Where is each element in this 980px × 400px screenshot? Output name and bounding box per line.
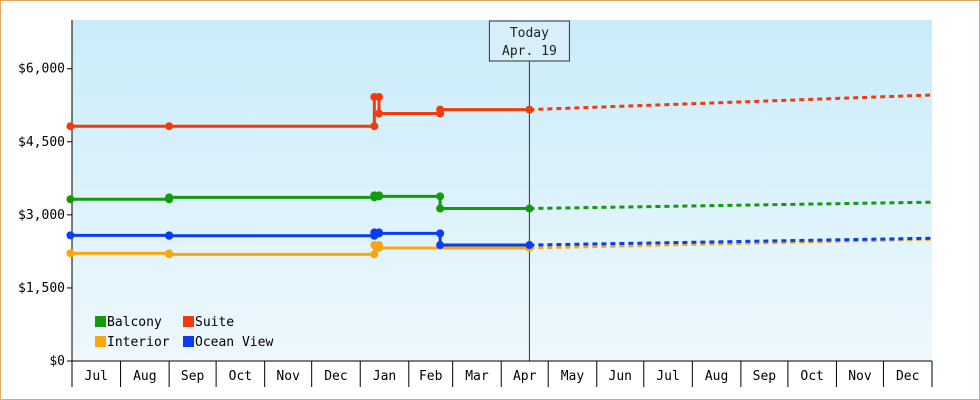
x-tick-label: Oct	[800, 369, 823, 384]
data-point-suite	[436, 105, 445, 114]
data-point-ocean-view	[375, 229, 384, 238]
y-tick-label: $0	[49, 354, 65, 369]
x-tick-label: Jul	[656, 369, 679, 384]
x-tick-label: Apr	[513, 369, 537, 384]
y-tick-label: $1,500	[18, 281, 65, 296]
x-tick-label: Sep	[181, 369, 205, 384]
data-point-suite	[525, 105, 534, 114]
data-point-balcony	[165, 193, 174, 202]
data-point-ocean-view	[66, 231, 75, 240]
x-tick-label: Feb	[419, 369, 443, 384]
legend-label-balcony: Balcony	[107, 315, 162, 330]
x-tick-label: Nov	[848, 369, 872, 384]
data-point-interior	[165, 250, 174, 259]
data-point-suite	[66, 122, 75, 131]
data-point-balcony	[525, 204, 534, 213]
y-tick-label: $4,500	[18, 135, 65, 150]
legend-swatch-suite	[183, 316, 194, 327]
data-point-ocean-view	[165, 231, 174, 240]
legend-swatch-balcony	[95, 316, 106, 327]
legend-swatch-ocean-view	[183, 336, 194, 347]
today-date-label: Apr. 19	[502, 44, 557, 59]
legend-label-interior: Interior	[107, 335, 170, 350]
x-tick-label: Aug	[133, 369, 156, 384]
data-point-interior	[375, 243, 384, 252]
x-tick-label: Jul	[85, 369, 108, 384]
y-tick-label: $6,000	[18, 62, 65, 77]
legend-label-ocean-view: Ocean View	[195, 335, 273, 350]
data-point-balcony	[436, 192, 445, 201]
today-label: Today	[510, 26, 549, 41]
x-tick-label: Sep	[753, 369, 777, 384]
data-point-suite	[165, 122, 174, 131]
forecast-line-balcony	[529, 200, 931, 211]
y-tick-label: $3,000	[18, 208, 65, 223]
x-tick-label: Nov	[276, 369, 300, 384]
plot-area	[72, 20, 932, 361]
data-point-interior	[66, 249, 75, 258]
legend-label-suite: Suite	[195, 315, 234, 330]
today-callout	[488, 20, 570, 62]
data-point-suite	[375, 92, 384, 101]
x-tick-label: Dec	[324, 369, 347, 384]
x-tick-label: Jan	[373, 369, 396, 384]
data-point-balcony	[66, 195, 75, 204]
x-tick-label: May	[561, 369, 585, 384]
x-tick-label: Jun	[609, 369, 632, 384]
data-point-balcony	[375, 192, 384, 201]
x-tick-label: Aug	[705, 369, 728, 384]
x-tick-label: Mar	[465, 369, 489, 384]
data-point-balcony	[436, 204, 445, 213]
data-point-ocean-view	[436, 229, 445, 238]
forecast-line-ocean-view	[529, 236, 931, 247]
data-point-interior	[370, 250, 379, 259]
legend-swatch-interior	[95, 336, 106, 347]
x-tick-label: Dec	[896, 369, 919, 384]
x-tick-label: Oct	[229, 369, 252, 384]
data-point-suite	[370, 122, 379, 131]
data-point-ocean-view	[436, 241, 445, 250]
data-point-suite	[375, 109, 384, 118]
data-point-ocean-view	[525, 241, 534, 250]
forecast-line-suite	[529, 93, 931, 112]
